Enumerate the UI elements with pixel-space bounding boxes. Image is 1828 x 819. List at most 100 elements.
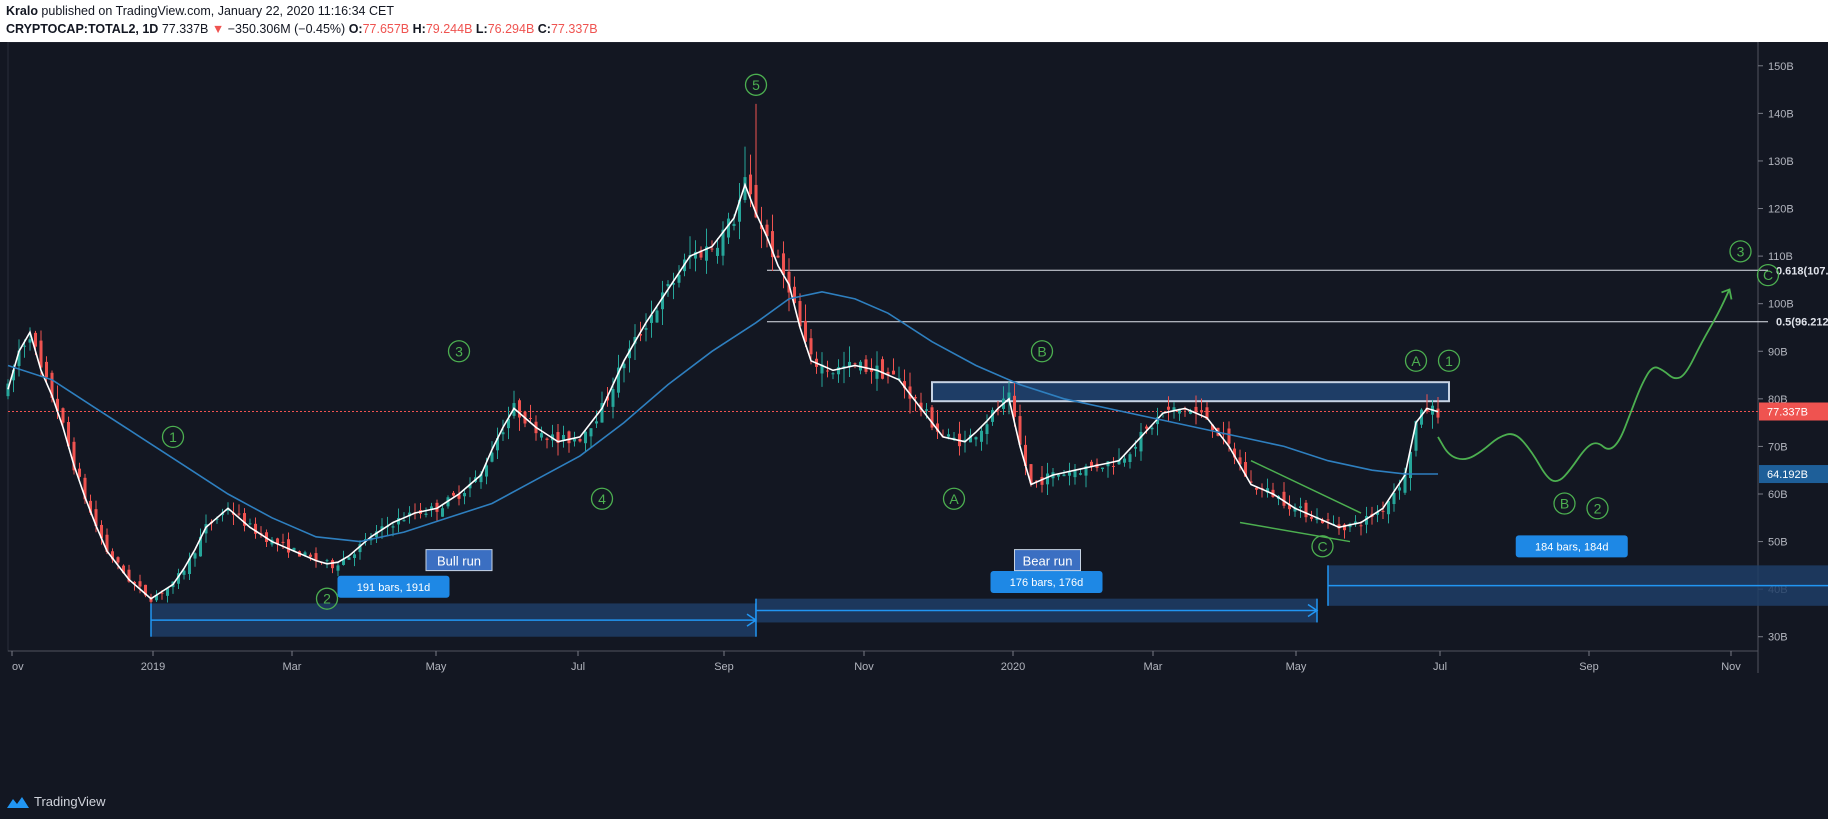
wave-count-circle[interactable]: [1311, 535, 1334, 558]
candle-body: [462, 493, 467, 497]
resistance-zone[interactable]: [931, 381, 1450, 403]
wave-count-circle[interactable]: [942, 487, 966, 510]
wave-count-label: B: [1560, 496, 1569, 512]
candle-body: [935, 423, 940, 432]
candle-body: [347, 557, 351, 560]
candle-body: [891, 370, 896, 375]
candle-body: [253, 523, 258, 534]
fast-moving-average[interactable]: [7, 182, 1439, 600]
symbol-label[interactable]: CRYPTOCAP:TOTAL2, 1D: [6, 22, 159, 36]
candle-body: [358, 544, 362, 553]
brand-name[interactable]: TradingView: [34, 794, 106, 809]
x-tick-label: Mar: [1144, 661, 1163, 673]
wave-count-circle[interactable]: [161, 425, 185, 449]
candle-body: [44, 361, 49, 378]
y-tick-label: 50B: [1768, 537, 1788, 549]
range-label-badge[interactable]: [1515, 535, 1628, 558]
candle-body: [402, 520, 406, 522]
wave-count-circle[interactable]: [744, 73, 768, 96]
candle-body: [930, 407, 934, 428]
wave-count-circle[interactable]: [447, 340, 471, 363]
candle-body: [292, 547, 296, 551]
candle-body: [407, 512, 412, 517]
wave-count-label: 1: [1445, 353, 1453, 369]
wave-count-circle[interactable]: [1729, 240, 1752, 263]
price-chart[interactable]: 30B40B50B60B70B80B90B100B110B120B130B140…: [0, 42, 1828, 786]
publish-info: Kralo published on TradingView.com, Janu…: [6, 4, 394, 18]
projection-wave-path[interactable]: [1437, 289, 1731, 482]
wave-count-circle[interactable]: [1437, 349, 1461, 372]
candle-body: [396, 517, 401, 525]
range-label-badge[interactable]: [337, 575, 450, 598]
x-tick-label: May: [1286, 661, 1307, 673]
candle-body: [1397, 487, 1402, 491]
candle-body: [1403, 472, 1407, 493]
candle-body: [314, 553, 318, 562]
x-tick-label: Mar: [283, 661, 302, 673]
range-arrow-head: [1307, 603, 1319, 618]
candle-body: [699, 250, 703, 258]
candle-body: [990, 410, 995, 422]
wedge-trendline[interactable]: [1239, 521, 1351, 543]
projection-arrow-head: [1721, 288, 1733, 300]
candle-body: [1117, 459, 1121, 465]
candle-body: [594, 421, 599, 424]
wave-count-circle[interactable]: [1030, 340, 1054, 363]
candle-body: [781, 253, 786, 275]
candle-body: [1062, 474, 1066, 477]
wave-count-circle[interactable]: [315, 587, 339, 610]
candle-body: [1056, 474, 1061, 477]
wave-count-circle[interactable]: [1404, 349, 1428, 372]
range-label-text: 184 bars, 184d: [1535, 541, 1608, 553]
candle-body: [996, 409, 1000, 411]
candle-body: [17, 350, 21, 366]
candle-body: [1089, 461, 1094, 466]
candle-body: [429, 506, 434, 510]
candle-body: [809, 338, 813, 355]
close-value: 77.337B: [550, 22, 598, 36]
wedge-trendline[interactable]: [1250, 460, 1362, 514]
candle-body: [242, 513, 247, 526]
wave-count-label: 3: [1737, 243, 1745, 259]
candle-body: [974, 437, 978, 440]
candle-body: [1298, 506, 1303, 508]
wave-count-label: 2: [1594, 500, 1602, 516]
candle-body: [39, 340, 43, 368]
wave-count-label: 3: [455, 343, 463, 359]
run-label-box[interactable]: [1014, 549, 1081, 572]
candle-body: [1375, 511, 1380, 515]
tradingview-logo-icon[interactable]: [6, 795, 30, 809]
author-name[interactable]: Kralo: [6, 4, 38, 18]
range-label-badge[interactable]: [990, 571, 1103, 594]
open-value: 77.657B: [362, 22, 410, 36]
wave-count-label: B: [1037, 343, 1046, 359]
y-tick-label: 100B: [1768, 299, 1794, 311]
wave-count-label: 2: [323, 591, 331, 607]
candle-body: [176, 573, 181, 584]
wave-count-label: A: [949, 491, 959, 507]
candle-body: [1265, 488, 1270, 493]
candle-body: [776, 255, 780, 258]
candle-body: [979, 430, 984, 442]
candle-body: [1023, 444, 1028, 467]
candle-body: [611, 389, 615, 407]
candle-body: [605, 396, 610, 401]
wave-count-circle[interactable]: [1553, 492, 1576, 515]
wave-count-circle[interactable]: [1586, 497, 1609, 520]
candle-body: [726, 218, 731, 238]
candle-body: [616, 367, 621, 393]
candle-body: [182, 570, 186, 575]
candle-body: [440, 508, 445, 517]
candle-body: [490, 452, 494, 462]
candle-body: [924, 409, 929, 411]
candle-body: [1128, 454, 1132, 462]
wave-count-label: 1: [169, 429, 177, 445]
last-price-tag: [1759, 402, 1828, 421]
run-label-box[interactable]: [425, 549, 493, 572]
wave-count-circle[interactable]: [590, 487, 614, 510]
slow-moving-average[interactable]: [7, 290, 1438, 543]
wave-count-circle[interactable]: [1756, 263, 1780, 287]
candle-body: [1172, 407, 1176, 412]
candle-body: [803, 320, 808, 342]
candle-body: [847, 361, 852, 367]
